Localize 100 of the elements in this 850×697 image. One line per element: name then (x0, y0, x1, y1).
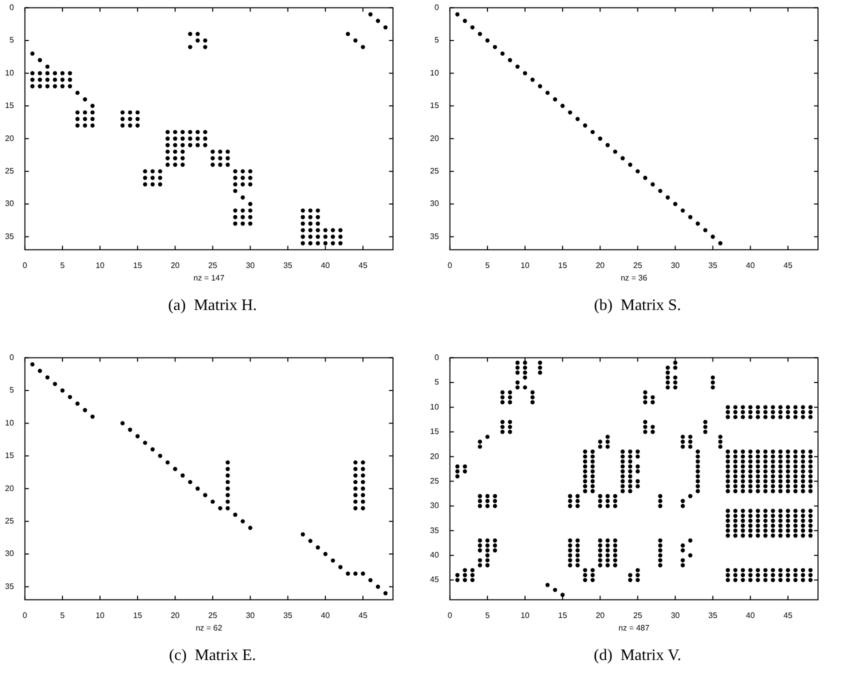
point (188, 32, 192, 36)
point (568, 543, 572, 548)
x-tick-label: 30 (246, 610, 256, 620)
point (778, 410, 783, 414)
x-tick-label: 40 (746, 260, 756, 270)
point (606, 548, 610, 553)
point (793, 518, 798, 523)
point (748, 479, 752, 484)
point (128, 116, 132, 122)
point (643, 390, 648, 394)
point (770, 405, 776, 410)
point (740, 459, 745, 464)
point (455, 578, 460, 582)
point (142, 440, 148, 445)
point (658, 188, 662, 194)
point (733, 484, 738, 488)
point (793, 459, 798, 464)
point (52, 78, 58, 82)
point (568, 553, 572, 558)
point (710, 375, 715, 380)
point (545, 582, 550, 588)
x-tick-label: 10 (96, 610, 106, 620)
point (740, 469, 745, 474)
point (300, 228, 305, 232)
point (740, 414, 745, 420)
point (368, 12, 373, 16)
point (628, 464, 632, 469)
point (793, 464, 798, 469)
point (808, 459, 813, 464)
point (173, 130, 178, 134)
point (360, 44, 366, 50)
point (492, 494, 498, 498)
y-tick-label: 45 (430, 575, 440, 584)
point (478, 543, 482, 548)
point (793, 524, 798, 528)
point (620, 156, 625, 160)
point (82, 123, 88, 128)
point (726, 410, 730, 414)
point (240, 215, 245, 220)
point (756, 464, 760, 469)
point (740, 514, 745, 518)
point (455, 573, 460, 578)
point (763, 410, 768, 414)
point (756, 484, 760, 488)
point (90, 116, 95, 122)
point (196, 143, 200, 148)
point (75, 116, 80, 122)
point (808, 514, 813, 518)
point (455, 12, 460, 16)
point (740, 518, 745, 523)
point (778, 518, 783, 523)
point (808, 410, 813, 414)
point (508, 400, 512, 404)
point (628, 489, 632, 494)
point (90, 123, 95, 128)
point (786, 533, 790, 538)
point (568, 548, 572, 553)
point (786, 479, 790, 484)
point (666, 385, 670, 390)
point (196, 136, 200, 141)
x-tick-label: 15 (558, 610, 568, 620)
point (763, 464, 768, 469)
y-tick-label: 10 (4, 418, 14, 428)
point (180, 162, 185, 167)
point (68, 394, 72, 400)
point (680, 504, 685, 508)
point (226, 506, 230, 510)
point (800, 414, 806, 420)
point (598, 558, 602, 562)
point (210, 500, 215, 504)
point (748, 410, 752, 414)
point (180, 143, 185, 148)
point (316, 222, 320, 226)
point (726, 450, 730, 454)
point (808, 508, 813, 513)
y-tick-label: 5 (9, 386, 14, 395)
point (226, 460, 230, 465)
point (793, 573, 798, 578)
point (82, 116, 88, 122)
point (770, 578, 776, 582)
point (188, 136, 192, 141)
point (240, 222, 245, 226)
point (590, 464, 595, 469)
point (636, 450, 640, 454)
point (583, 489, 588, 494)
point (508, 424, 512, 430)
point (786, 484, 790, 488)
point (748, 568, 752, 572)
point (673, 380, 678, 385)
x-tick-label: 0 (448, 260, 453, 270)
y-tick-label: 10 (4, 68, 14, 78)
x-tick-label: 25 (208, 260, 218, 270)
point (522, 71, 528, 76)
y-tick-label: 20 (4, 134, 14, 143)
point (740, 533, 745, 538)
point (240, 195, 245, 200)
point (733, 474, 738, 478)
point (650, 182, 655, 186)
point (135, 110, 140, 115)
point (756, 459, 760, 464)
